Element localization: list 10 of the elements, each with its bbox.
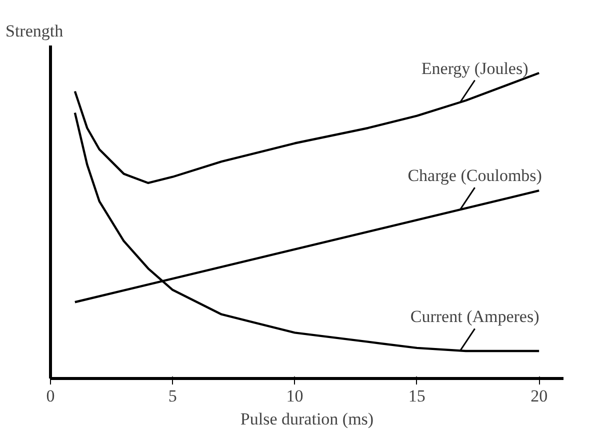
series-label: Energy (Joules) [421, 58, 528, 78]
x-axis-title: Pulse duration (ms) [240, 410, 374, 428]
x-tick-label: 5 [168, 386, 177, 406]
x-tick-label: 0 [46, 386, 55, 406]
x-tick-label: 15 [408, 386, 426, 406]
series-label: Charge (Coulombs) [408, 166, 542, 186]
x-tick-label: 20 [530, 386, 548, 406]
x-tick-label: 10 [286, 386, 304, 406]
y-axis-title: Strength [6, 22, 64, 40]
series-label: Current (Amperes) [410, 307, 540, 326]
